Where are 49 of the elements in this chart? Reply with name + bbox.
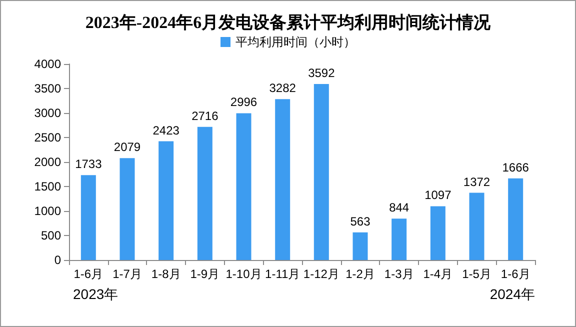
y-tick-label: 2500 [34, 130, 62, 144]
data-label: 1733 [75, 157, 102, 172]
y-tick-label: 0 [54, 253, 62, 267]
x-tick-label: 1-6月 [500, 267, 530, 281]
data-label: 2423 [152, 123, 180, 138]
x-tick-label: 1-5月 [462, 267, 492, 281]
bar [508, 178, 524, 260]
x-tick-label: 1-12月 [303, 267, 340, 281]
y-tick-label: 500 [40, 228, 62, 242]
data-label: 3282 [269, 81, 296, 96]
bar [392, 218, 407, 260]
x-tick-label: 1-11月 [265, 267, 300, 281]
legend-label: 平均利用时间（小时） [236, 35, 356, 49]
text: 2024年 [490, 286, 536, 302]
bar [430, 206, 446, 260]
data-label: 2716 [192, 108, 219, 123]
x-tick-label: 1-8月 [151, 267, 181, 281]
y-tick-label: 2000 [34, 155, 62, 169]
bar [469, 192, 484, 260]
y-tick-label: 4000 [34, 57, 62, 71]
bar [197, 126, 212, 260]
bar [80, 175, 96, 260]
bar [236, 113, 252, 260]
chart-title: 2023年-2024年6月发电设备累计平均利用时间统计情况 [85, 13, 492, 32]
data-label: 1372 [463, 174, 490, 189]
bar [352, 232, 368, 260]
text: 2023年 [73, 286, 118, 302]
bar [120, 158, 135, 260]
y-tick-label: 1500 [34, 180, 62, 194]
bar [275, 99, 290, 260]
data-label: 3592 [308, 66, 336, 80]
x-tick-label: 1-3月 [384, 267, 414, 281]
x-tick-label: 1-9月 [190, 267, 220, 281]
x-tick-label: 1-2月 [346, 267, 375, 281]
data-label: 1666 [502, 160, 530, 174]
data-label: 2996 [230, 95, 258, 110]
data-label: 1097 [424, 188, 452, 202]
bar [158, 141, 174, 260]
bar [314, 84, 329, 260]
x-tick-label: 1-7月 [112, 267, 142, 281]
data-label: 844 [389, 200, 410, 215]
y-tick-label: 3500 [34, 82, 62, 96]
x-tick-label: 1-6月 [74, 267, 104, 281]
x-tick-label: 1-4月 [423, 267, 453, 281]
y-tick-label: 1000 [34, 204, 62, 218]
data-label: 563 [350, 214, 371, 228]
y-tick-label: 3000 [34, 106, 62, 120]
data-label: 2079 [114, 140, 141, 154]
x-tick-label: 1-10月 [226, 267, 262, 281]
